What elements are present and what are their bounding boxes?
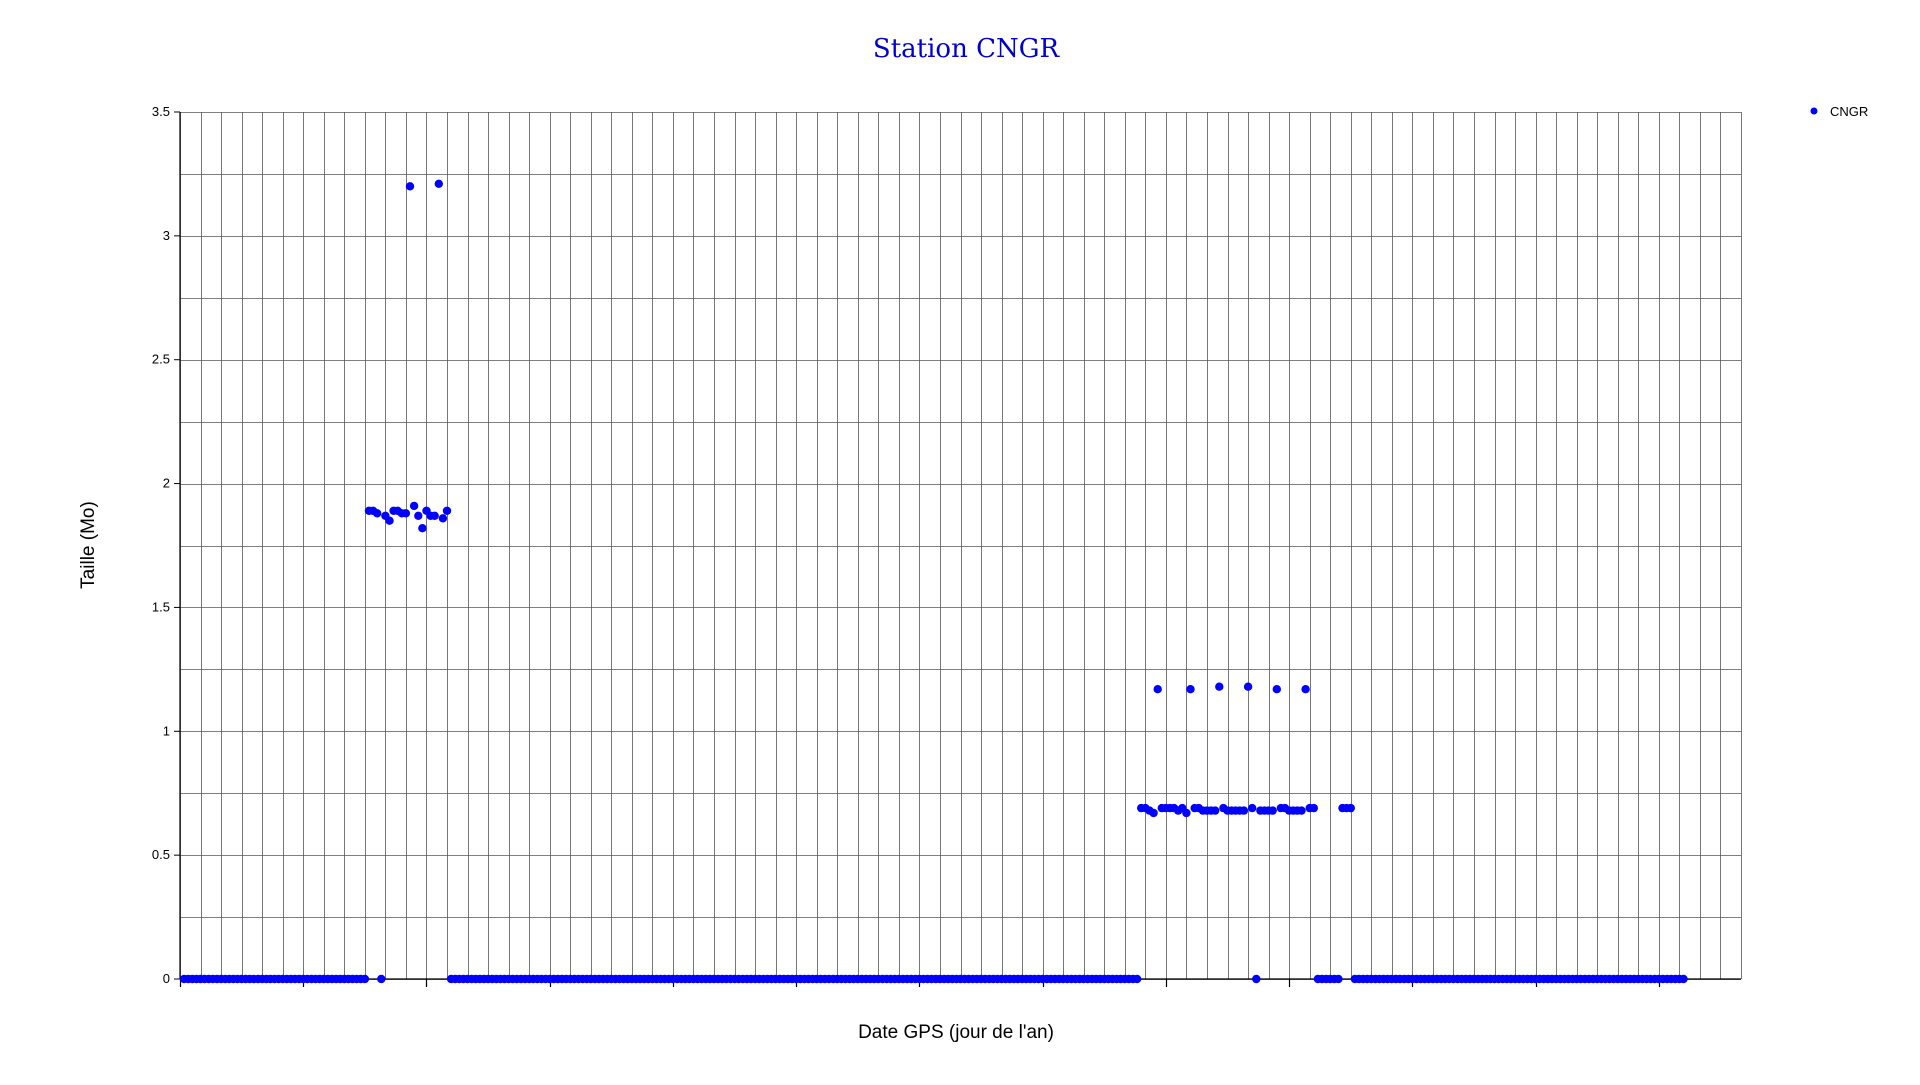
y-tick-label: 1.5 <box>152 599 170 614</box>
legend: CNGR <box>1810 104 1868 119</box>
data-point <box>401 509 411 518</box>
data-point <box>434 179 443 188</box>
data-point <box>1679 974 1688 984</box>
grid-lines <box>180 112 1742 980</box>
data-point <box>414 511 423 520</box>
y-tick-label: 1 <box>163 723 170 738</box>
data-point <box>1215 682 1224 691</box>
data-point <box>409 501 419 511</box>
y-tick-label: 3 <box>163 228 170 243</box>
y-tick-label: 0.5 <box>152 847 170 862</box>
data-point <box>442 506 452 515</box>
data-point <box>1334 974 1343 984</box>
data-point <box>1346 803 1356 813</box>
data-point <box>1243 682 1253 691</box>
y-tick-label: 2 <box>163 476 170 491</box>
y-tick-label: 2.5 <box>152 352 170 367</box>
data-point <box>360 974 370 984</box>
data-point <box>1309 803 1319 813</box>
data-point <box>1248 803 1257 813</box>
data-point <box>1182 808 1191 818</box>
chart-title: Station CNGR <box>873 34 1061 64</box>
legend-label-cngr: CNGR <box>1830 104 1868 119</box>
data-point <box>1301 685 1310 694</box>
data-point <box>373 509 382 518</box>
y-tick-label: 0 <box>163 971 170 986</box>
data-point <box>1132 974 1142 984</box>
data-point <box>1252 974 1261 984</box>
data-point <box>1149 808 1158 818</box>
data-point <box>418 524 427 533</box>
data-point <box>430 511 439 520</box>
y-axis-ticks: 0 0.5 1 1.5 2 2.5 3 3.5 <box>152 104 180 986</box>
data-point <box>377 974 386 984</box>
data-points <box>179 179 1688 984</box>
data-point <box>385 516 394 525</box>
data-point <box>1268 806 1277 815</box>
data-point <box>1186 685 1195 694</box>
data-point <box>438 514 448 523</box>
data-point <box>1153 685 1162 694</box>
data-point <box>1239 806 1249 815</box>
y-axis-label: Taille (Mo) <box>78 501 99 589</box>
x-axis-label: Date GPS (jour de l'an) <box>858 1022 1054 1043</box>
legend-marker <box>1810 107 1818 115</box>
data-point <box>1272 685 1282 694</box>
data-point <box>405 182 415 191</box>
data-point <box>1211 806 1220 815</box>
y-tick-label: 3.5 <box>152 104 170 119</box>
data-point <box>1297 806 1306 815</box>
